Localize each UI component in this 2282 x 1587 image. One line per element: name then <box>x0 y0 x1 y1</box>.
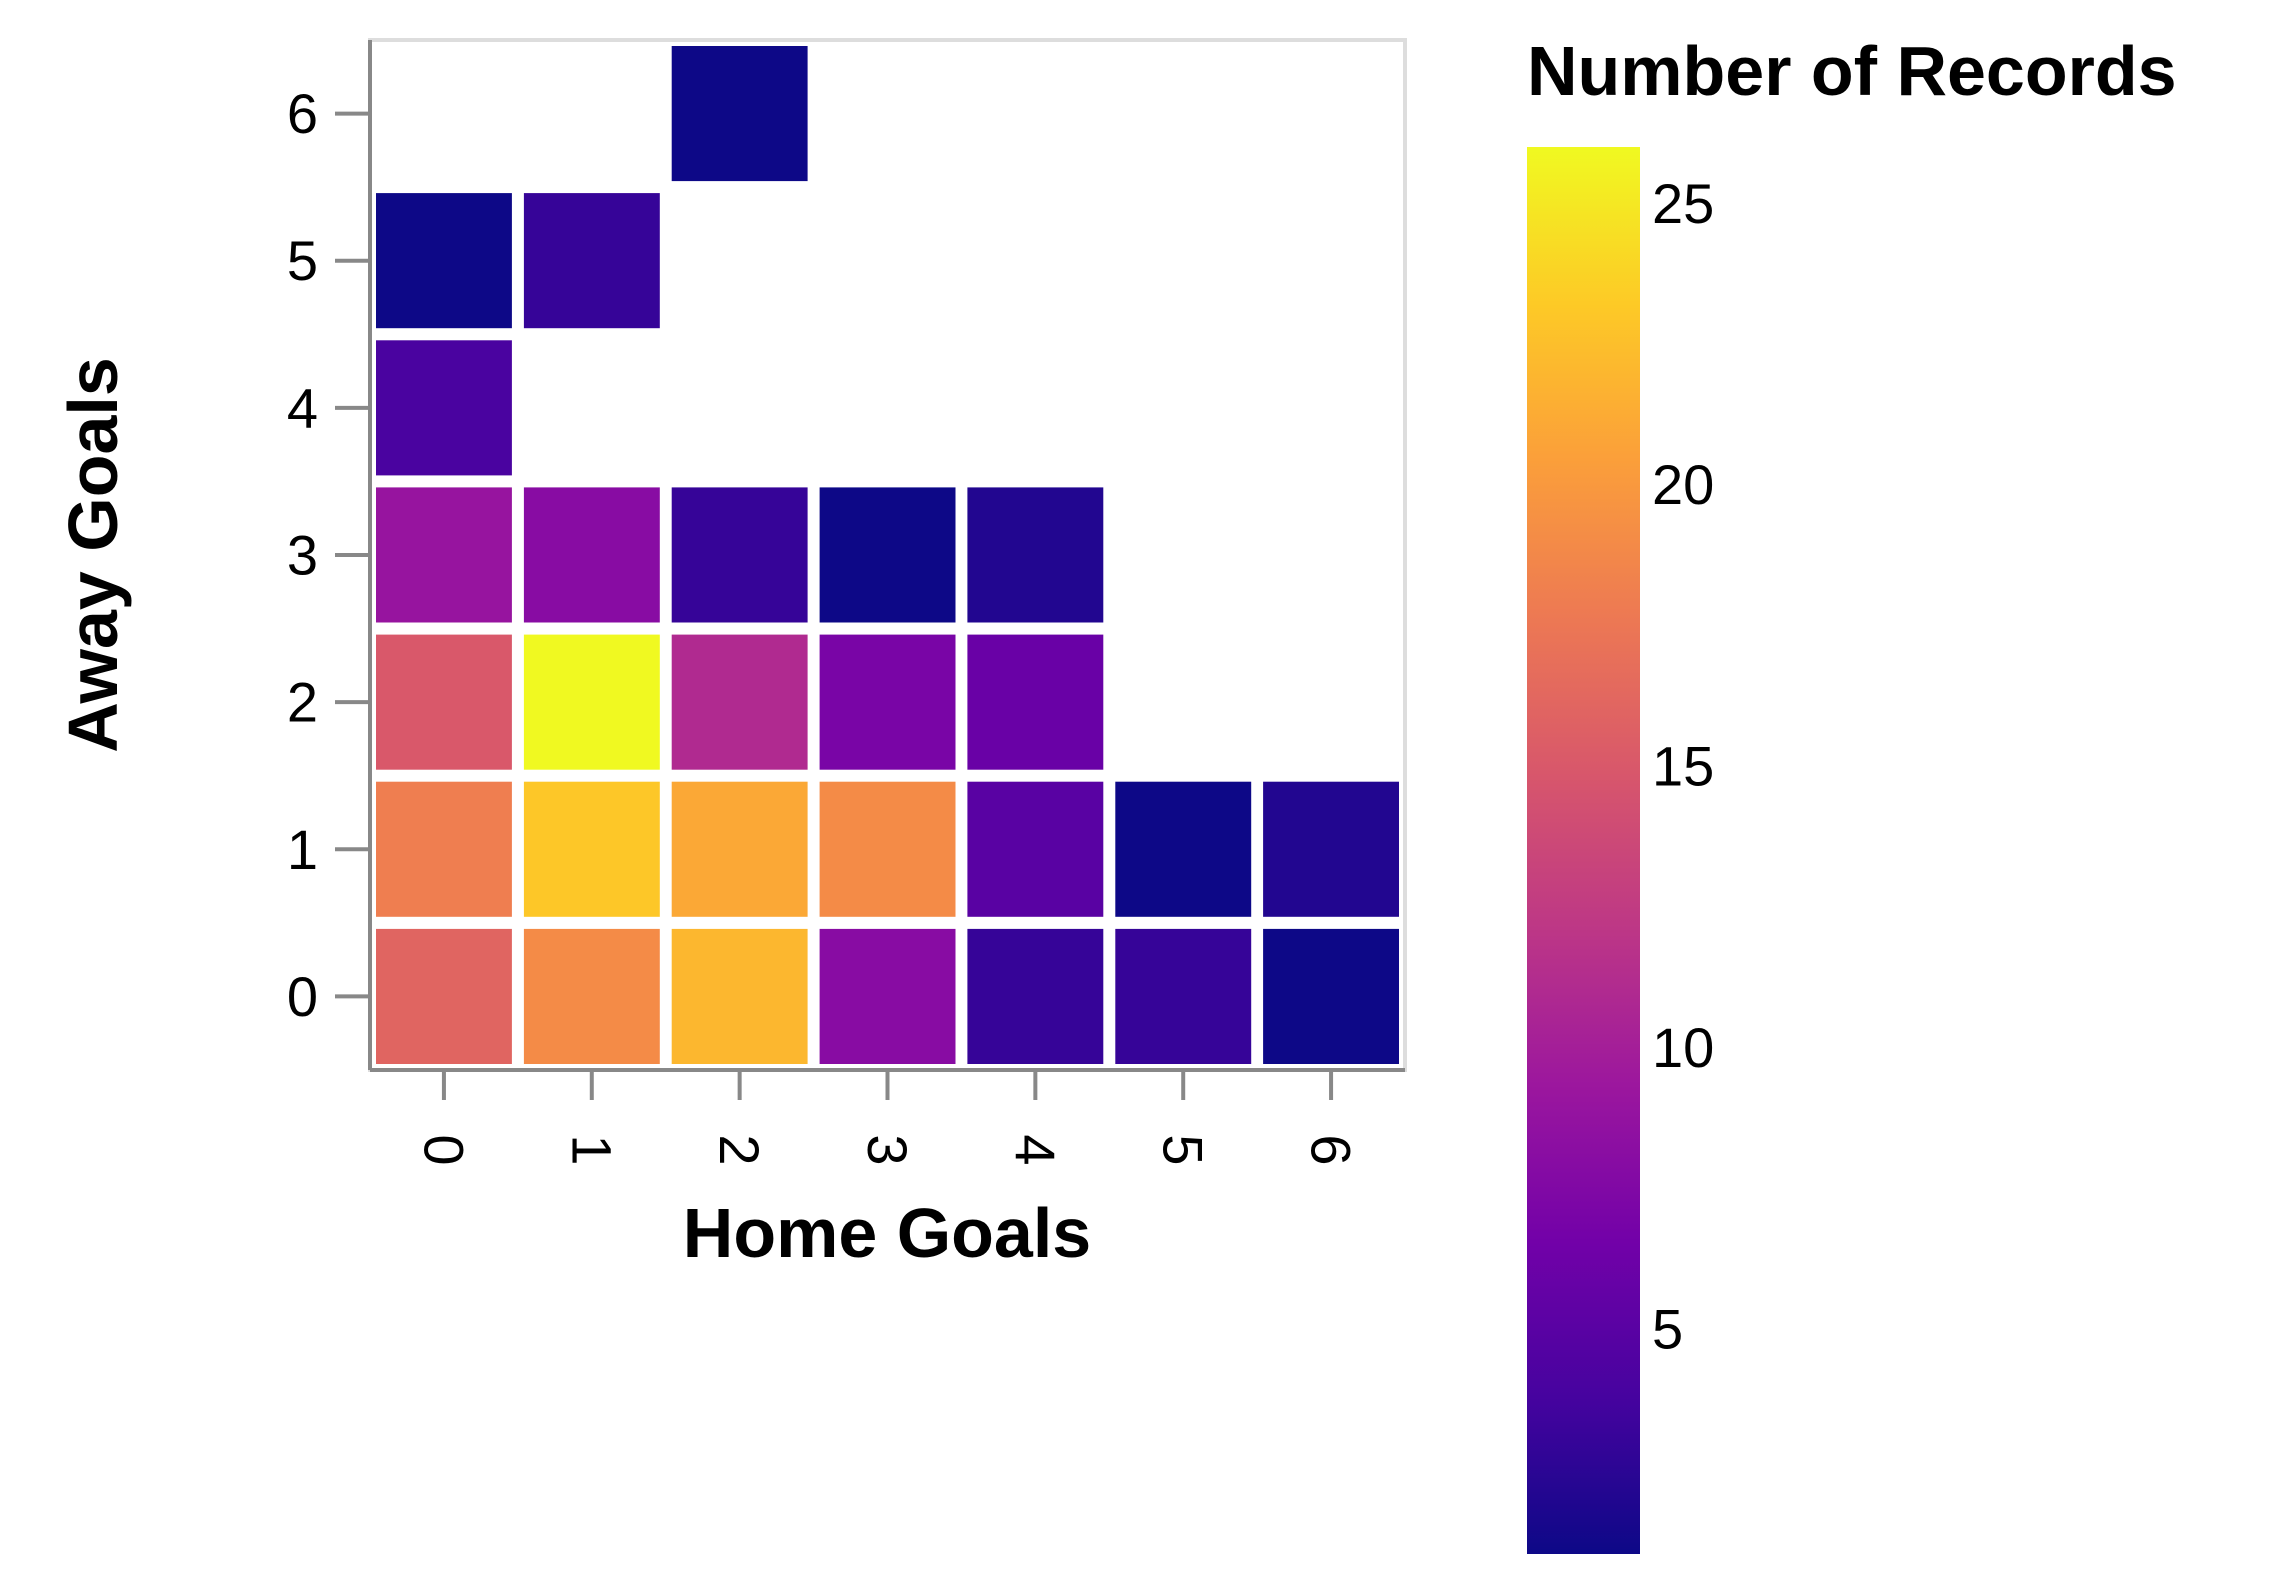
heatmap-cell <box>1263 781 1399 917</box>
heatmap-cell <box>967 781 1104 917</box>
heatmap-cell <box>819 781 956 917</box>
legend-tick-label: 10 <box>1652 1016 1714 1079</box>
heatmap-cell <box>376 781 512 917</box>
heatmap-cell <box>671 487 808 623</box>
legend-ticks: 5 10 15 20 25 <box>1652 172 1714 1361</box>
x-tick-label: 1 <box>560 1134 623 1165</box>
x-axis-title: Home Goals <box>683 1194 1091 1272</box>
legend-tick-label: 5 <box>1652 1297 1683 1360</box>
y-tick-label: 6 <box>287 82 318 145</box>
x-tick-label: 6 <box>1300 1134 1363 1165</box>
legend-tick-label: 25 <box>1652 172 1714 235</box>
x-tick-label: 0 <box>412 1134 475 1165</box>
legend-gradient-bar <box>1527 147 1640 1554</box>
y-tick-label: 0 <box>287 965 318 1028</box>
y-axis: 0 1 2 3 4 5 6 <box>287 40 372 1070</box>
heatmap-cell <box>671 46 808 182</box>
y-axis-title: Away Goals <box>54 357 132 753</box>
x-axis: 0 1 2 3 4 5 6 <box>370 1068 1405 1166</box>
heatmap-cell <box>967 487 1104 623</box>
color-legend: Number of Records 5 10 15 20 25 <box>1527 32 2177 1554</box>
heatmap-cell <box>819 634 956 770</box>
heatmap-cell <box>1115 781 1252 917</box>
legend-tick-label: 15 <box>1652 735 1714 798</box>
x-tick-label: 2 <box>708 1134 771 1165</box>
y-tick-label: 1 <box>287 818 318 881</box>
x-tick-label: 5 <box>1152 1134 1215 1165</box>
y-tick-label: 4 <box>287 376 318 439</box>
y-tick-label: 5 <box>287 229 318 292</box>
heatmap-cell <box>1115 928 1252 1064</box>
heatmap-cell <box>523 781 660 917</box>
heatmap-cell <box>376 193 512 329</box>
heatmap-cells <box>376 46 1399 1064</box>
x-tick-label: 3 <box>856 1134 919 1165</box>
heatmap-cell <box>376 487 512 623</box>
y-tick-label: 2 <box>287 671 318 734</box>
heatmap-cell <box>523 193 660 329</box>
y-tick-label: 3 <box>287 524 318 587</box>
heatmap-cell <box>523 634 660 770</box>
heatmap-cell <box>967 928 1104 1064</box>
heatmap-cell <box>671 928 808 1064</box>
heatmap-cell <box>1263 928 1399 1064</box>
heatmap-cell <box>376 340 512 476</box>
heatmap-cell <box>819 928 956 1064</box>
x-tick-label: 4 <box>1004 1134 1067 1165</box>
heatmap-cell <box>671 634 808 770</box>
heatmap-cell <box>523 928 660 1064</box>
legend-title: Number of Records <box>1527 32 2177 110</box>
heatmap-cell <box>967 634 1104 770</box>
heatmap-cell <box>523 487 660 623</box>
heatmap-cell <box>819 487 956 623</box>
heatmap-cell <box>376 928 512 1064</box>
heatmap-cell <box>671 781 808 917</box>
legend-tick-label: 20 <box>1652 453 1714 516</box>
heatmap-cell <box>376 634 512 770</box>
